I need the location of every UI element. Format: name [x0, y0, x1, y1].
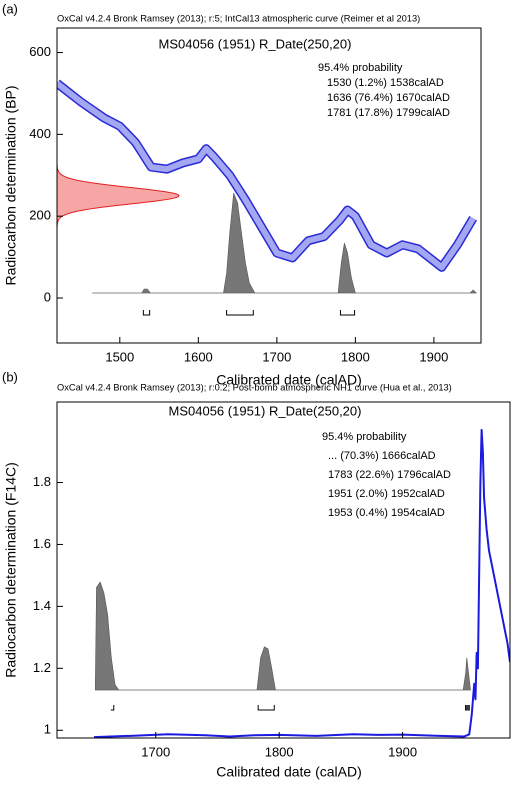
chart-title: MS04056 (1951) R_Date(250,20)	[159, 36, 352, 51]
header: OxCal v4.2.4 Bronk Ramsey (2013); r:0.2;…	[57, 382, 452, 392]
range-label: 1953 (0.4%) 1954calAD	[328, 507, 445, 519]
x-tick-label: 1900	[419, 349, 448, 364]
range-label: 1951 (2.0%) 1952calAD	[328, 488, 445, 500]
x-axis-label: Calibrated date (calAD)	[216, 764, 362, 780]
plot-area	[93, 428, 510, 738]
x-tick-label: 1800	[265, 744, 294, 759]
x-tick-label: 1700	[262, 349, 291, 364]
range-bracket	[465, 705, 468, 711]
plot-area	[57, 79, 478, 294]
y-tick-label: 400	[29, 126, 51, 141]
x-tick-label: 1600	[184, 349, 213, 364]
y-tick-label: 1.8	[33, 474, 51, 489]
range-label: 1530 (1.2%) 1538calAD	[327, 77, 444, 89]
y-tick-label: 1.2	[33, 660, 51, 675]
calibration-curve-band	[57, 80, 476, 271]
density-area	[94, 581, 471, 691]
range-bracket	[226, 310, 254, 316]
range-label: 1781 (17.8%) 1799calAD	[327, 107, 450, 119]
range-bracket	[110, 705, 115, 711]
x-tick-label: 1800	[341, 349, 370, 364]
range-bracket	[467, 705, 470, 711]
y-axis-label: Radiocarbon determination (F14C)	[3, 462, 19, 678]
range-label: ... (70.3%) 1666calAD	[328, 450, 436, 462]
probability-header: 95.4% probability	[322, 431, 407, 443]
range-label: 1636 (76.4%) 1670calAD	[327, 92, 450, 104]
range-bracket	[257, 705, 275, 711]
plot-frame	[56, 401, 511, 739]
y-tick-label: 0	[44, 289, 51, 304]
y-tick-label: 1.6	[33, 536, 51, 551]
y-tick-label: 1.4	[33, 598, 51, 613]
calibration-curve	[93, 428, 510, 738]
header: OxCal v4.2.4 Bronk Ramsey (2013); r:5; I…	[57, 13, 420, 23]
y-axis-label: Radiocarbon determination (BP)	[3, 86, 19, 286]
x-tick-label: 1900	[388, 744, 417, 759]
range-label: 1783 (22.6%) 1796calAD	[328, 469, 451, 481]
probability-header: 95.4% probability	[318, 62, 403, 74]
panel: (a) OxCal v4.2.4 Bronk Ramsey (2013); r:5…	[2, 1, 482, 388]
density-area	[92, 192, 478, 294]
chart-title: MS04056 (1951) R_Date(250,20)	[169, 403, 362, 418]
x-tick-label: 1500	[105, 349, 134, 364]
y-tick-label: 600	[29, 44, 51, 59]
panel-label: (a)	[2, 1, 18, 16]
measurement-distribution	[57, 162, 180, 229]
x-axis-label: Calibrated date (calAD)	[216, 372, 362, 388]
y-tick-label: 1	[44, 722, 51, 737]
range-bracket	[142, 310, 151, 316]
range-bracket	[339, 310, 356, 316]
x-tick-label: 1700	[141, 744, 170, 759]
plot-frame	[56, 27, 482, 344]
y-tick-label: 200	[29, 208, 51, 223]
panel-label: (b)	[2, 369, 18, 384]
panel: (b) OxCal v4.2.4 Bronk Ramsey (2013); r:0…	[2, 369, 511, 780]
